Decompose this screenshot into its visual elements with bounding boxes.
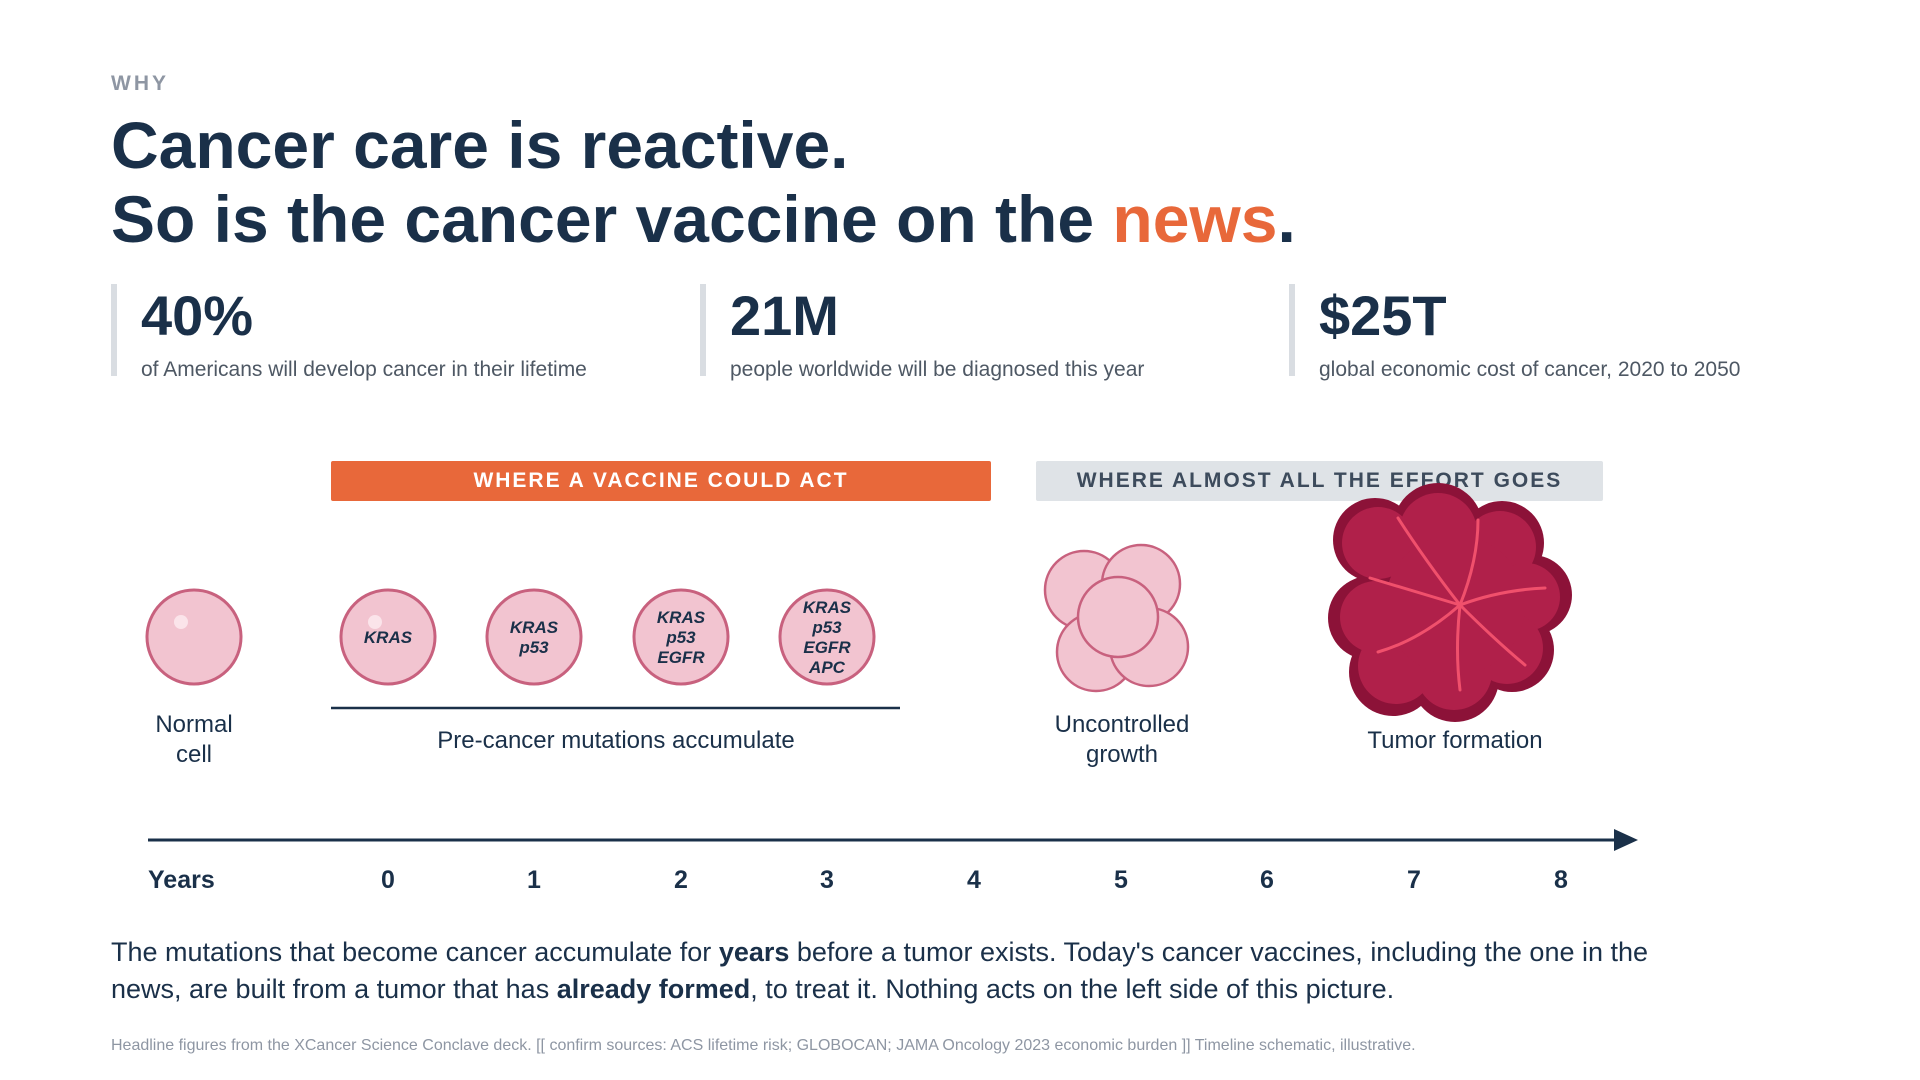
headline-line-2-prefix: So is the cancer vaccine on the bbox=[111, 182, 1113, 256]
headline-line-2-suffix: . bbox=[1277, 182, 1296, 256]
mutation-cell-3: KRAS p53 EGFR bbox=[632, 588, 730, 686]
mutation-label: p53 bbox=[518, 638, 549, 657]
timeline-tick: 6 bbox=[1260, 866, 1274, 894]
mutation-cell-4: KRAS p53 EGFR APC bbox=[778, 588, 876, 686]
timeline-tick: 1 bbox=[527, 866, 541, 894]
stat-value: 40% bbox=[141, 284, 254, 347]
timeline-tick: 7 bbox=[1407, 866, 1421, 894]
timeline-tick: 4 bbox=[967, 866, 981, 894]
stage-label-tumor: Tumor formation bbox=[1367, 727, 1543, 754]
tumor-illustration bbox=[1328, 483, 1572, 722]
stage-label-normal-cell: Normal cell bbox=[133, 710, 255, 770]
body-paragraph: The mutations that become cancer accumul… bbox=[111, 934, 1671, 1008]
mutation-label: EGFR bbox=[657, 648, 705, 667]
stat-diagnoses: 21M people worldwide will be diagnosed t… bbox=[700, 284, 1144, 381]
stat-description: of Americans will develop cancer in thei… bbox=[141, 358, 587, 381]
footnote: Headline figures from the XCancer Scienc… bbox=[111, 1037, 1416, 1054]
mutation-cell-2: KRAS p53 bbox=[485, 588, 583, 686]
timeline-tick: 0 bbox=[381, 866, 395, 894]
body-text-run: before a tumor exists. Today's cancer va… bbox=[111, 937, 1649, 1004]
timeline-tick: 2 bbox=[674, 866, 688, 894]
mutation-cell-1: KRAS bbox=[339, 588, 437, 686]
body-text-run: The mutations that become cancer accumul… bbox=[111, 937, 719, 967]
normal-cell bbox=[145, 588, 243, 686]
timeline-axis-label: Years bbox=[148, 866, 215, 894]
stat-value: 21M bbox=[730, 284, 839, 347]
vaccine-zone-band: WHERE A VACCINE COULD ACT bbox=[331, 461, 991, 501]
eyebrow: WHY bbox=[111, 72, 169, 95]
body-text-run: , to treat it. Nothing acts on the left … bbox=[750, 974, 1395, 1004]
stage-label-line: cell bbox=[175, 741, 212, 768]
stat-economic-cost: $25T global economic cost of cancer, 202… bbox=[1289, 284, 1740, 381]
timeline-tick: 3 bbox=[820, 866, 834, 894]
headline-accent-word: news bbox=[1112, 182, 1278, 256]
timeline-tick: 5 bbox=[1114, 866, 1128, 894]
mutation-label: APC bbox=[808, 658, 846, 677]
stat-value: $25T bbox=[1319, 284, 1447, 347]
stage-label-line: Normal bbox=[155, 711, 233, 738]
timeline-arrowhead bbox=[1614, 829, 1638, 851]
stage-label-line: Uncontrolled bbox=[1054, 711, 1190, 738]
timeline-tick: 8 bbox=[1554, 866, 1568, 894]
mutation-label: KRAS bbox=[657, 608, 706, 627]
stat-lifetime-risk: 40% of Americans will develop cancer in … bbox=[111, 284, 587, 381]
mutation-label: p53 bbox=[665, 628, 696, 647]
mutation-label: KRAS bbox=[364, 628, 413, 647]
body-emphasis: already formed bbox=[556, 974, 751, 1004]
stat-description: global economic cost of cancer, 2020 to … bbox=[1319, 358, 1741, 381]
mutation-label: p53 bbox=[811, 618, 842, 637]
mutation-label: KRAS bbox=[803, 598, 852, 617]
stage-label-line: growth bbox=[1085, 741, 1159, 768]
headline: Cancer care is reactive. So is the cance… bbox=[111, 108, 1296, 256]
stage-label-precancer: Pre-cancer mutations accumulate bbox=[437, 727, 795, 754]
uncontrolled-growth-cluster bbox=[1043, 543, 1190, 693]
stat-description: people worldwide will be diagnosed this … bbox=[730, 358, 1145, 381]
headline-line-1: Cancer care is reactive. bbox=[111, 108, 849, 182]
mutation-label: KRAS bbox=[510, 618, 559, 637]
body-emphasis: years bbox=[718, 937, 790, 967]
stage-label-uncontrolled-growth: Uncontrolled growth bbox=[1032, 710, 1212, 770]
mutation-label: EGFR bbox=[803, 638, 851, 657]
